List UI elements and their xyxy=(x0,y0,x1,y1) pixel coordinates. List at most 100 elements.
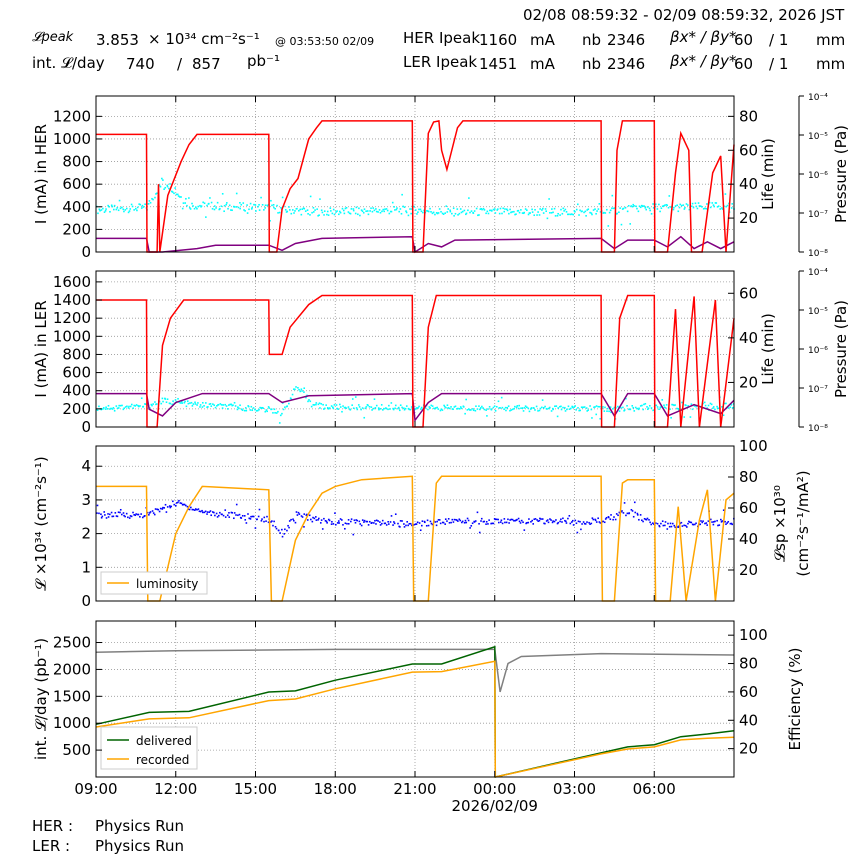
pressure-point xyxy=(470,210,473,212)
pressure-point xyxy=(363,416,366,419)
pressure-point xyxy=(524,405,527,407)
pressure-point xyxy=(666,204,669,207)
specific-lumi-point xyxy=(230,511,233,514)
specific-lumi-point xyxy=(426,519,429,522)
pressure-point xyxy=(624,206,627,209)
y2-axis-unit: (cm⁻²s⁻¹/mA²) xyxy=(794,470,812,576)
specific-lumi-point xyxy=(720,521,723,523)
pressure-point xyxy=(213,205,216,207)
pressure-point xyxy=(477,214,479,217)
her-nb-label: nb xyxy=(582,31,602,49)
pressure-point xyxy=(384,208,386,211)
pressure-point xyxy=(691,408,694,411)
pressure-point xyxy=(430,210,432,213)
pressure-point xyxy=(626,210,629,213)
specific-lumi-point xyxy=(194,509,196,511)
pressure-point xyxy=(687,405,689,407)
pressure-point xyxy=(532,407,535,409)
specific-lumi-point xyxy=(574,519,577,522)
pressure-point xyxy=(403,407,405,410)
pressure-tick-label: 10⁻⁷ xyxy=(808,385,828,395)
pressure-point xyxy=(118,404,120,407)
pressure-point xyxy=(538,214,541,216)
pressure-point xyxy=(383,407,385,410)
pressure-point xyxy=(207,406,209,408)
pressure-point xyxy=(336,407,339,410)
pressure-point xyxy=(195,206,197,209)
pressure-point xyxy=(461,210,464,213)
specific-lumi-point xyxy=(191,508,194,511)
pressure-point xyxy=(469,211,471,214)
pressure-point xyxy=(696,207,699,210)
pressure-point xyxy=(544,208,547,210)
specific-lumi-point xyxy=(492,522,495,525)
pressure-point xyxy=(308,399,310,401)
y-tick-label: 1200 xyxy=(53,309,91,327)
specific-lumi-point xyxy=(188,508,191,511)
pressure-point xyxy=(487,212,490,215)
pressure-point xyxy=(144,403,147,406)
specific-lumi-point xyxy=(365,520,368,523)
pressure-point xyxy=(563,210,565,212)
pressure-point xyxy=(254,204,257,206)
pressure-point xyxy=(611,194,614,197)
pressure-point xyxy=(124,209,127,211)
y-tick-label: 4 xyxy=(81,457,91,475)
pressure-point xyxy=(298,388,300,391)
pressure-point xyxy=(312,211,315,213)
specific-lumi-point xyxy=(731,523,734,526)
pressure-point xyxy=(620,406,622,409)
pressure-point xyxy=(322,403,324,406)
specific-lumi-point xyxy=(356,519,358,522)
pressure-point xyxy=(392,408,395,411)
specific-lumi-point xyxy=(315,516,317,518)
pressure-point xyxy=(560,408,563,411)
pressure-point xyxy=(368,405,371,408)
pressure-point xyxy=(542,212,545,214)
y-tick-label: 1000 xyxy=(53,130,91,148)
specific-lumi-point xyxy=(702,520,704,522)
pressure-point xyxy=(275,412,278,414)
pressure-point xyxy=(185,197,187,200)
pressure-point xyxy=(485,212,487,215)
specific-lumi-point xyxy=(500,519,503,522)
specific-lumi-point xyxy=(110,511,113,514)
pressure-point xyxy=(213,208,216,211)
specific-lumi-point xyxy=(164,503,167,506)
specific-lumi-point xyxy=(387,523,390,525)
pressure-point xyxy=(665,203,668,206)
specific-lumi-point xyxy=(111,515,114,518)
specific-lumi-point xyxy=(491,522,494,525)
specific-lumi-point xyxy=(323,517,325,520)
specific-lumi-point xyxy=(132,511,134,514)
pressure-point xyxy=(107,404,110,407)
pressure-point xyxy=(188,197,190,199)
specific-lumi-point xyxy=(294,521,297,524)
pressure-point xyxy=(378,209,381,211)
specific-lumi-point xyxy=(544,522,546,525)
y2-axis-label: Life (min) xyxy=(759,313,777,385)
pressure-point xyxy=(660,406,662,408)
specific-lumi-point xyxy=(119,508,122,511)
specific-lumi-point xyxy=(418,522,421,524)
pressure-point xyxy=(258,209,261,211)
pressure-point xyxy=(215,207,217,209)
specific-lumi-point xyxy=(717,524,719,527)
specific-lumi-point xyxy=(522,521,524,524)
specific-lumi-point xyxy=(655,522,657,524)
y-axis-label: I (mA) in HER xyxy=(32,124,50,224)
pressure-point xyxy=(566,213,569,216)
specific-lumi-point xyxy=(117,511,120,514)
specific-lumi-point xyxy=(310,518,312,521)
specific-lumi-point xyxy=(250,515,252,518)
pressure-point xyxy=(585,407,588,409)
pressure-point xyxy=(249,409,252,411)
pressure-point xyxy=(375,210,378,213)
pressure-point xyxy=(607,225,610,227)
pressure-point xyxy=(559,214,561,216)
pressure-point xyxy=(141,204,144,207)
pressure-point xyxy=(190,401,193,404)
specific-lumi-point xyxy=(435,524,438,527)
pressure-point xyxy=(592,209,595,211)
specific-lumi-point xyxy=(609,518,612,521)
